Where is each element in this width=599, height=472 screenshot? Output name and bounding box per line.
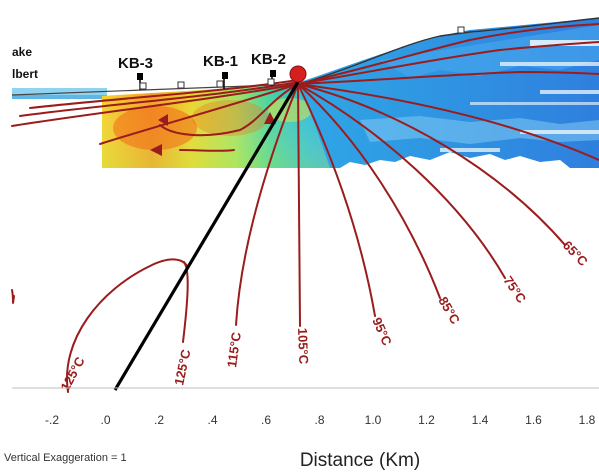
x-tick-label: .0 — [100, 413, 110, 427]
x-axis-label: Distance (Km) — [300, 450, 420, 471]
well-kb1-marker — [222, 72, 228, 79]
shallow-flow-line-2 — [19, 81, 299, 117]
convection-loop-2 — [179, 149, 235, 152]
x-tick-label: .2 — [154, 413, 164, 427]
isotherm-label-75: 75°C — [501, 273, 530, 306]
well-kb1-box — [216, 80, 224, 88]
isotherm-85 — [297, 83, 441, 299]
well-kb2-box — [267, 78, 275, 86]
isotherm-75 — [297, 83, 506, 279]
isotherm-outer — [297, 83, 599, 161]
shallow-flow-line-4 — [99, 83, 299, 145]
shallow-flow-line-1 — [29, 79, 299, 109]
shallow-flow-line-6 — [297, 41, 599, 85]
x-tick-label: .4 — [207, 413, 217, 427]
shallow-flow-line-3 — [11, 83, 299, 127]
well-label-kb1: KB-1 — [203, 53, 238, 70]
x-tick-label: -.2 — [45, 413, 59, 427]
convection-loop-3 — [11, 289, 15, 304]
x-tick-label: 1.0 — [365, 413, 382, 427]
isotherm-label-115: 115°C — [224, 331, 244, 369]
arrow-left-lower — [150, 144, 162, 156]
x-tick-label: 1.6 — [525, 413, 542, 427]
convection-loop-1 — [159, 83, 299, 137]
arrow-left-upper — [158, 114, 168, 126]
well-markers — [137, 26, 465, 90]
isotherm-125a — [66, 258, 189, 393]
fault-line — [113, 81, 300, 391]
lake-label-line-2: lbert — [12, 67, 38, 81]
x-tick-label: 1.4 — [472, 413, 489, 427]
well-kb2-marker — [270, 70, 276, 77]
well-kb3-box — [139, 82, 147, 90]
isotherm-label-125b: 125°C — [171, 347, 193, 386]
x-axis: -.2 .0 .2 .4 .6 .8 1.0 1.2 1.4 1.6 1.8 Distance (K… — [4, 387, 599, 471]
isotherm-label-85: 85°C — [435, 294, 463, 327]
well-extra-box-1 — [177, 81, 185, 89]
x-tick-label: 1.8 — [579, 413, 596, 427]
lake-label-line-1: ake — [12, 45, 32, 59]
well-kb3-marker — [137, 73, 143, 80]
isotherm-65 — [297, 83, 566, 246]
x-tick-label: .6 — [261, 413, 271, 427]
isotherm-lines — [11, 23, 599, 393]
isotherm-label-125a: 125°C — [57, 354, 88, 394]
isotherm-105 — [297, 83, 301, 327]
isotherm-label-65: 65°C — [560, 238, 591, 270]
hillside-temperature-field — [300, 18, 599, 168]
isotherm-label-95: 95°C — [369, 315, 395, 348]
lake-surface — [12, 88, 107, 99]
well-label-kb3: KB-3 — [118, 55, 153, 72]
x-tick-label: .8 — [314, 413, 324, 427]
isotherm-125b — [182, 261, 189, 343]
isotherm-label-105: 105°C — [295, 328, 311, 365]
isotherm-115 — [235, 83, 299, 326]
well-extra-box-2 — [457, 26, 465, 34]
heat-source-dot — [289, 65, 307, 83]
shallow-flow-line-5 — [297, 23, 599, 85]
well-label-kb2: KB-2 — [251, 51, 286, 68]
shallow-flow-line-7 — [297, 70, 599, 85]
isotherm-95 — [297, 83, 376, 317]
vertical-exaggeration-note: Vertical Exaggeration = 1 — [4, 452, 127, 464]
x-tick-label: 1.2 — [418, 413, 435, 427]
